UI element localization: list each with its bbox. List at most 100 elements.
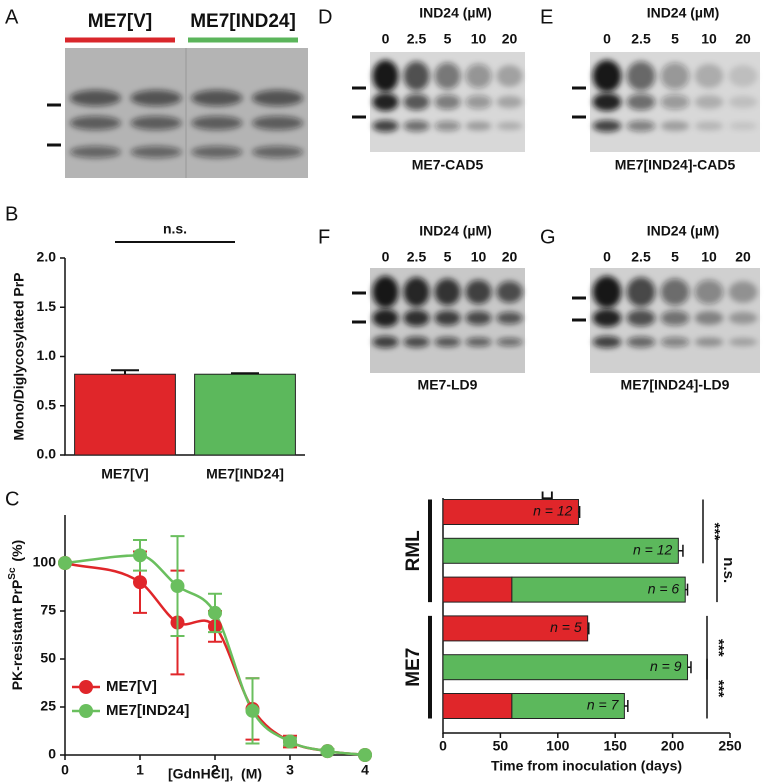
band [372, 120, 399, 132]
band [434, 94, 461, 110]
lane-label: 2.5 [631, 249, 651, 265]
band [496, 121, 523, 131]
x-tick-label: 100 [546, 738, 570, 754]
lane-label: 10 [471, 31, 487, 47]
panel-label: B [5, 203, 18, 225]
significance-label: n.s. [720, 557, 737, 583]
n-label: n = 12 [533, 503, 573, 519]
panel-label: D [318, 6, 332, 28]
bar-segment [511, 576, 686, 603]
group-label: RML [403, 530, 424, 572]
legend-marker [79, 704, 93, 718]
panel-label: E [540, 6, 553, 28]
series-line [64, 561, 366, 757]
band [592, 120, 622, 132]
n-label: n = 9 [650, 658, 682, 674]
bar-segment [442, 537, 679, 564]
x-tick-label: 150 [604, 738, 628, 754]
blot-caption: ME7[IND24]-CAD5 [615, 157, 736, 173]
series-line [64, 554, 366, 757]
y-axis-label: Mono/Diglycosylated PrP [11, 272, 27, 440]
x-tick-label: 200 [661, 738, 685, 754]
blot-header: IND24 (µM) [647, 5, 720, 21]
lane-label: 5 [444, 31, 452, 47]
x-tick-label: 0 [439, 738, 447, 754]
band [496, 311, 523, 325]
band [403, 93, 430, 111]
significance-label: *** [710, 639, 727, 657]
legend-marker [79, 680, 93, 694]
x-tick-label: ME7[IND24] [206, 466, 284, 482]
band [694, 95, 724, 109]
panel-label: G [540, 226, 556, 248]
point [58, 556, 72, 570]
error-bar [685, 583, 689, 596]
lane-label: 2.5 [407, 249, 427, 265]
band [465, 95, 492, 109]
bar-segment [511, 693, 625, 719]
panel-label: F [318, 226, 330, 248]
band [69, 116, 121, 130]
lane-label: 0 [603, 31, 611, 47]
y-tick-label: 2.0 [37, 249, 57, 265]
lane-label: 10 [471, 249, 487, 265]
n-label: n = 5 [550, 619, 582, 635]
band [372, 336, 399, 348]
band [626, 61, 656, 91]
lane-label: 5 [444, 249, 452, 265]
lane-label: 2.5 [407, 31, 427, 47]
lane-label: 10 [701, 249, 717, 265]
x-tick-label: 50 [493, 738, 509, 754]
lane-label: 20 [502, 249, 518, 265]
band [191, 146, 243, 158]
y-tick-label: 1.5 [37, 298, 57, 314]
legend-label: ME7[V] [106, 678, 157, 695]
band [660, 120, 690, 132]
band [728, 65, 758, 87]
y-tick-label: 0.5 [37, 396, 57, 412]
error-bar [111, 369, 139, 375]
bar [194, 373, 296, 456]
band [465, 63, 492, 89]
lane-label: 10 [701, 31, 717, 47]
band [403, 120, 430, 132]
point [133, 548, 147, 563]
y-axis-label-part: Sc [7, 567, 18, 580]
band [626, 336, 656, 348]
band [660, 94, 690, 110]
band [728, 95, 758, 109]
error-bar [578, 506, 581, 518]
band [252, 90, 304, 106]
x-tick-label: 3 [286, 762, 294, 778]
error-bar [624, 700, 629, 712]
band [372, 93, 399, 111]
lane-label: 5 [671, 31, 679, 47]
band [660, 310, 690, 326]
n-label: n = 6 [648, 580, 680, 596]
band [434, 120, 461, 132]
band [626, 120, 656, 132]
lane-label: 0 [382, 31, 390, 47]
band [592, 93, 622, 111]
point [358, 748, 372, 762]
band [465, 337, 492, 347]
point [133, 575, 147, 590]
lane-label: 0 [382, 249, 390, 265]
x-axis-label: [GdnHCl], (M) [168, 766, 262, 782]
band [69, 146, 121, 158]
point [283, 734, 297, 749]
y-axis-label: PK-resistant PrPSc (%) [7, 540, 25, 690]
band [592, 60, 622, 92]
band [130, 90, 182, 106]
band [403, 61, 430, 91]
blot-caption: ME7-LD9 [418, 377, 478, 393]
band [626, 309, 656, 327]
lane-label: 20 [735, 249, 751, 265]
band [434, 62, 461, 90]
group-label: ME7[IND24] [190, 11, 296, 32]
band [496, 65, 523, 87]
significance-label: *** [706, 523, 723, 541]
error-bar [687, 661, 692, 674]
x-tick-label: 2 [211, 762, 219, 778]
error-bar [587, 622, 590, 635]
